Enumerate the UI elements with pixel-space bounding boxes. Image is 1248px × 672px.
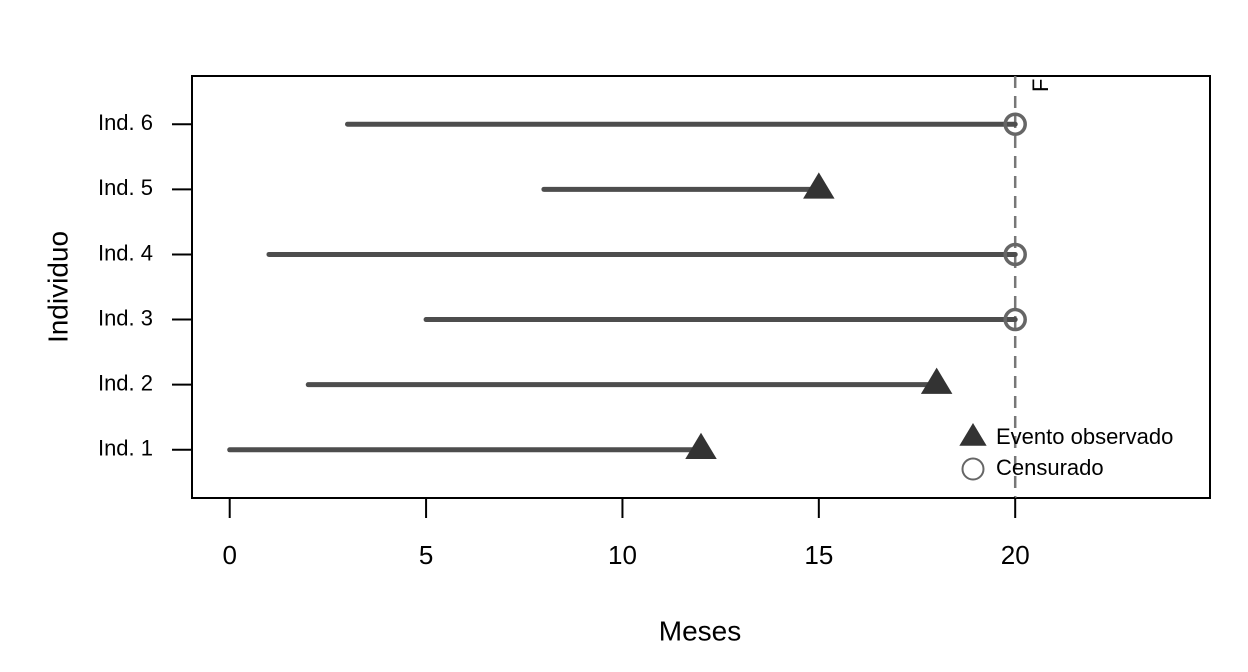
y-tick-label: Ind. 6 (98, 110, 153, 135)
x-axis-label: Meses (659, 615, 741, 646)
x-tick-label: 0 (222, 540, 236, 570)
plot-area: F (227, 76, 1053, 498)
event-marker (920, 367, 953, 394)
legend-marker (961, 457, 985, 481)
x-tick-label: 20 (1001, 540, 1030, 570)
y-tick-label: Ind. 3 (98, 305, 153, 330)
y-tick-label: Ind. 2 (98, 370, 153, 395)
event-marker (803, 172, 835, 199)
censored-marker (1003, 307, 1027, 332)
x-tick-label: 5 (419, 540, 433, 570)
y-tick-label: Ind. 4 (98, 240, 153, 265)
legend-label: Evento observado (996, 424, 1173, 449)
y-tick-label: Ind. 5 (98, 175, 153, 200)
legend-label: Censurado (996, 455, 1104, 480)
censored-marker (1003, 112, 1027, 136)
reference-label: F (1028, 79, 1053, 92)
x-tick-label: 10 (608, 540, 637, 570)
event-marker (685, 432, 717, 460)
legend-marker (959, 423, 987, 446)
y-tick-label: Ind. 1 (98, 436, 153, 461)
y-axis-label: Individuo (42, 231, 73, 343)
x-tick-label: 15 (804, 540, 833, 570)
censored-marker (1003, 242, 1027, 267)
